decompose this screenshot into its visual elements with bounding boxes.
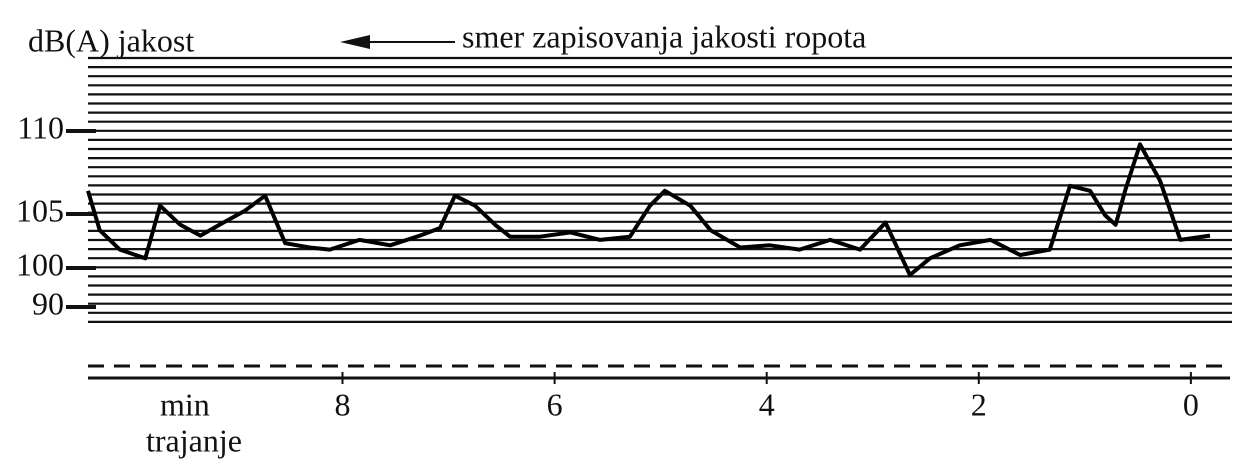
x-axis-label-2: trajanje [146,422,242,458]
x-tick-label: 4 [759,386,775,422]
chart-title: smer zapisovanja jakosti ropota [462,18,866,54]
recorder-paper [88,56,1232,323]
direction-arrowhead [340,35,370,49]
x-tick-label: 2 [971,386,987,422]
y-axis-label: dB(A) jakost [28,22,194,58]
x-tick-label: 8 [335,386,351,422]
x-tick-label: 6 [547,386,563,422]
y-tick-label: 110 [17,109,64,145]
x-axis-label: min [160,386,210,422]
y-tick-label: 105 [16,192,64,228]
y-tick-label: 100 [16,246,64,282]
x-tick-label: 0 [1183,386,1199,422]
noise-trace [86,142,1211,277]
y-tick-label: 90 [32,285,64,321]
